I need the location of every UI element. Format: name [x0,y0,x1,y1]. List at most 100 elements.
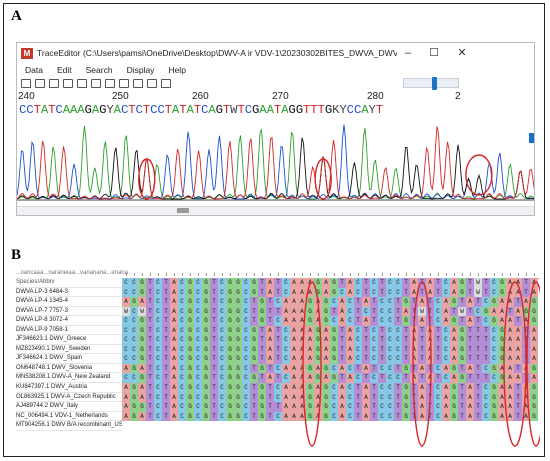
alignment-cell: A [346,354,354,364]
alignment-cell: G [186,344,194,355]
alignment-cell: A [338,392,346,403]
alignment-cell: C [154,335,162,345]
alignment-cell: G [498,373,506,384]
sequence-name[interactable]: DWVA LP-9 7058-1 [16,326,122,336]
column-tick [246,273,247,276]
sequence-name[interactable]: AJ489744.2 DWV_Italy [16,402,122,412]
sequence-name[interactable]: NC_006494.1 VDV-1_Netherlands [16,412,122,422]
sequence-name[interactable]: DWVA LP-7 7757-3 [16,307,122,317]
alignment-cell: T [146,373,154,384]
menu-data[interactable]: Data [25,64,43,75]
open-icon[interactable] [21,79,31,88]
sequence-name[interactable]: OL863925.1 DWV-A_Czech Republic [16,393,122,403]
alignment-cell: G [234,383,242,393]
alignment-cell: C [346,363,354,374]
print-preview-icon[interactable] [63,79,73,88]
alignment-cell: T [266,363,274,374]
horizontal-scrollbar[interactable] [17,206,534,215]
vertical-scroll-thumb[interactable] [529,133,534,143]
alignment-cell: G [490,402,498,412]
sequence-name[interactable]: DWVA LP-3 6484-3 [16,288,122,298]
alignment-cell: T [426,306,434,317]
alignment-cell: T [474,402,482,412]
alignment-cell: T [514,316,522,326]
print-icon[interactable] [49,79,59,88]
menu-help[interactable]: Help [168,64,186,75]
alignment-cell: G [250,354,258,364]
sequence-name[interactable]: DWVA LP-8 3072-4 [16,316,122,326]
alignment-cell: A [362,402,370,412]
alignment-cell: A [298,383,306,393]
replace-icon[interactable] [133,79,143,88]
alignment-cell: T [394,306,402,317]
save-icon[interactable] [35,79,45,88]
column-tick [350,273,351,276]
alignment-cell: A [506,316,514,326]
alignment-cell: T [474,354,482,364]
alignment-cell: G [306,363,314,374]
revert-icon[interactable] [77,79,87,88]
sequence-name[interactable]: JF346623.1 DWV_Greece [16,335,122,345]
alignment-cell: G [490,411,498,422]
help-icon[interactable] [161,79,171,88]
alignment-cell: T [146,402,154,412]
menu-search[interactable]: Search [85,64,113,75]
alignment-cell: G [322,297,330,307]
menu-display[interactable]: Display [126,64,155,75]
minimize-button[interactable]: – [404,47,412,59]
sequence-name[interactable]: MZ823490.1 DWV_Sweden [16,345,122,355]
alignment-cell: C [386,325,394,336]
alignment-cell: A [322,344,330,355]
alignment-cell: T [146,316,154,326]
alignment-cell: G [130,392,138,403]
alignment-cell: A [266,278,274,288]
slider-thumb[interactable] [432,77,437,90]
maximize-button[interactable]: ☐ [429,47,439,59]
alignment-cell: A [298,411,306,422]
alignment-cell: T [258,325,266,336]
alignment-cell: A [418,402,426,412]
sequence-name[interactable]: DWVA LP-4 1345-4 [16,297,122,307]
alignment-cell: C [378,402,386,412]
alignment-cell: G [314,373,322,384]
edit-icon[interactable] [147,79,157,88]
alignment-cell: T [338,325,346,336]
alignment-cell: W [138,306,146,317]
base-call: C [157,103,165,117]
title-bar: M TraceEditor (C:\Users\pamsi\OneDrive\D… [17,43,534,63]
alignment-cell: A [426,287,434,298]
menu-edit[interactable]: Edit [56,64,72,75]
ruler-label: 280 [367,91,384,102]
scroll-thumb[interactable] [177,208,189,213]
sequence-name[interactable]: MN538208.1 DWV-A_New Zealand [16,373,122,384]
alignment-cell: T [402,335,410,345]
alignment-cell: G [402,392,410,403]
zoom-slider[interactable] [403,77,459,90]
sequence-name[interactable]: MT904256.1 DWV B/A recombinant_USA [16,421,122,431]
alignment-cell: T [514,402,522,412]
alignment-cell: A [410,278,418,288]
alignment-cell: G [498,335,506,345]
alignment-cell: C [194,335,202,345]
redo-icon[interactable] [105,79,115,88]
alignment-cell: C [482,392,490,403]
column-tick [142,273,143,276]
alignment-cell: A [450,325,458,336]
alignment-cell: C [242,297,250,307]
alignment-cell: G [314,354,322,364]
alignment-cell: G [226,373,234,384]
close-button[interactable]: ✕ [457,47,467,59]
alignment-cell: G [186,392,194,403]
alignment-cell: A [506,402,514,412]
sequence-name[interactable]: ON648748.1 DWV_Slovenia [16,364,122,374]
sequence-name[interactable]: JF346624.1 DWV_Spain [16,354,122,364]
alignment-cell: G [490,383,498,393]
alignment-cell: T [370,316,378,326]
undo-icon[interactable] [91,79,101,88]
find-icon[interactable] [119,79,129,88]
alignment-cell: A [314,402,322,412]
alignment-cell: T [354,392,362,403]
sequence-name[interactable]: KU847397.1 DWV_Austria [16,383,122,393]
alignment-cell: G [202,278,210,288]
alignment-cell: G [138,316,146,326]
